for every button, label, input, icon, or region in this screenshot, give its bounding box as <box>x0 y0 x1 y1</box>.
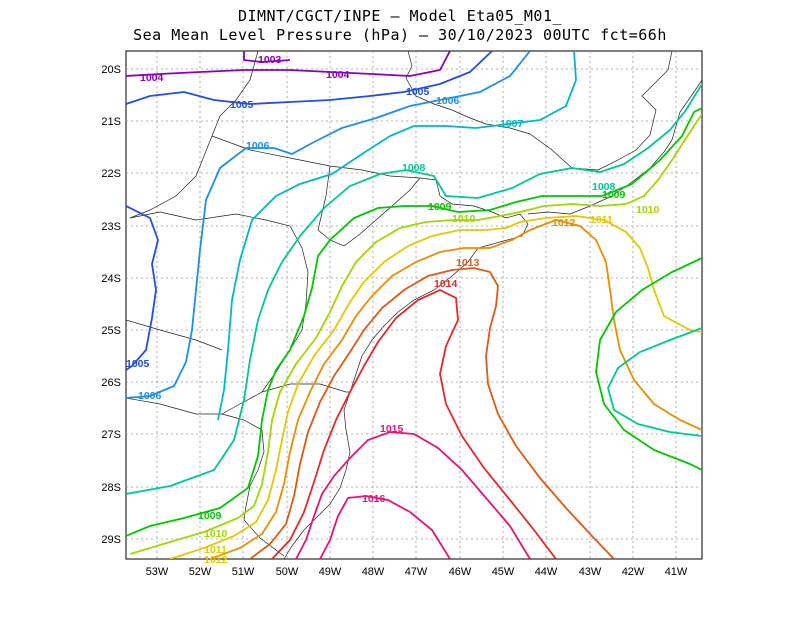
border-5 <box>261 383 350 393</box>
lat-tick-label: 27S <box>101 429 121 441</box>
lon-tick-label: 45W <box>492 566 515 578</box>
lat-tick-label: 25S <box>101 325 121 337</box>
border-3 <box>129 211 309 415</box>
contour-label: 1009 <box>602 189 626 201</box>
lat-tick-label: 24S <box>101 273 121 285</box>
lat-tick-label: 22S <box>101 168 121 180</box>
contour-label: 1011 <box>204 544 227 556</box>
contour-label: 1004 <box>140 72 164 84</box>
isobar-1014 <box>271 289 557 559</box>
lat-tick-label: 23S <box>101 221 121 233</box>
contour-label: 1011 <box>590 214 613 226</box>
isobar-1007 <box>217 51 577 421</box>
contour-label: 1009 <box>428 201 452 213</box>
lon-tick-label: 51W <box>232 566 255 578</box>
isobar-1011 <box>169 215 702 559</box>
lon-tick-label: 50W <box>276 566 299 578</box>
contour-label: 1008 <box>402 162 426 174</box>
contour-label: 1015 <box>380 423 404 435</box>
contour-label: 1005 <box>406 86 430 98</box>
isobar-1004 <box>126 51 451 77</box>
latitude-tick-labels: 20S 21S 22S 23S 24S 25S 26S 27S 28S 29S <box>101 64 121 546</box>
lat-tick-label: 26S <box>101 377 121 389</box>
contour-label: 1013 <box>456 257 480 269</box>
isobar-1013 <box>249 267 615 559</box>
lat-tick-label: 21S <box>101 116 121 128</box>
isobars <box>126 51 702 559</box>
isobar-1015 <box>295 431 531 559</box>
map-title-line1: DIMNT/CGCT/INPE – Model Eta05_M01_ <box>237 7 563 25</box>
coast-south <box>283 179 529 559</box>
lon-tick-label: 46W <box>449 566 472 578</box>
contour-label: 1014 <box>434 278 458 290</box>
lon-tick-label: 49W <box>319 566 342 578</box>
isobar-1010 <box>129 113 702 555</box>
contour-label: 1016 <box>362 493 386 505</box>
contour-label: 1008 <box>592 181 616 193</box>
lat-tick-label: 20S <box>101 64 121 76</box>
coast-north <box>405 51 673 171</box>
border-2 <box>211 135 437 181</box>
lon-tick-label: 43W <box>579 566 602 578</box>
contour-label: 1005 <box>126 358 150 370</box>
contour-label: 1005 <box>230 99 254 111</box>
contour-label: 1009 <box>198 510 222 522</box>
border-7 <box>126 319 223 351</box>
contour-label: 1006 <box>436 95 460 107</box>
contour-label: 1010 <box>452 213 476 225</box>
contour-label: 1006 <box>138 390 162 402</box>
isobar-1009 <box>126 107 702 537</box>
plot-frame <box>125 50 703 560</box>
lon-tick-label: 44W <box>535 566 558 578</box>
isobar-1006 <box>126 51 531 399</box>
contour-label: 1006 <box>246 140 270 152</box>
coastline-and-borders <box>126 51 702 559</box>
lon-tick-label: 53W <box>146 566 169 578</box>
lon-tick-label: 47W <box>405 566 428 578</box>
contour-labels: 1003 1004 1004 1005 1005 1006 1006 1006 … <box>126 54 660 566</box>
isobar-1005b <box>126 205 159 371</box>
isobar-1012 <box>209 219 702 559</box>
isobar-1016 <box>319 495 451 559</box>
isobar-1003 <box>243 51 291 63</box>
gridlines <box>126 51 702 559</box>
isobar-1005a <box>126 51 493 105</box>
contour-label: 1003 <box>258 54 282 66</box>
lon-tick-label: 41W <box>665 566 688 578</box>
contour-label: 1012 <box>204 554 228 566</box>
lon-tick-label: 48W <box>362 566 385 578</box>
lat-tick-label: 28S <box>101 482 121 494</box>
border-1 <box>129 51 259 219</box>
contour-label: 1012 <box>552 217 576 229</box>
border-6 <box>317 165 421 247</box>
coast-east <box>527 79 702 215</box>
contour-label: 1010 <box>636 204 660 216</box>
contour-label: 1007 <box>500 118 524 130</box>
map-title-line2: Sea Mean Level Pressure (hPa) – 30/10/20… <box>133 26 667 44</box>
contour-label: 1010 <box>204 528 228 540</box>
longitude-tick-labels: 53W 52W 51W 50W 49W 48W 47W 46W 45W 44W 43W 42W 41W <box>146 566 688 578</box>
isobar-1009-east <box>595 257 702 471</box>
isobar-1008-east <box>607 327 702 437</box>
contour-label: 1004 <box>326 69 350 81</box>
isobar-1008 <box>126 83 702 495</box>
lon-tick-label: 42W <box>622 566 645 578</box>
border-4 <box>126 397 285 557</box>
lat-tick-label: 29S <box>101 534 121 546</box>
lon-tick-label: 52W <box>189 566 212 578</box>
